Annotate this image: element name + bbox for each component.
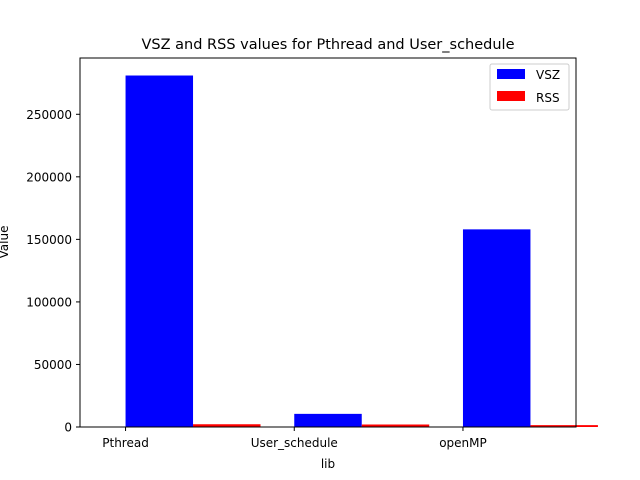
- bar-rss-openmp: [530, 425, 598, 427]
- x-tick-label: Pthread: [102, 436, 149, 450]
- bar-vsz-pthread: [125, 75, 194, 427]
- bar-rss-pthread: [193, 424, 261, 427]
- x-axis-label: lib: [321, 457, 335, 471]
- y-tick-label: 100000: [26, 295, 72, 309]
- y-axis: 0 50000 100000 150000 200000 250000: [26, 108, 80, 435]
- y-tick-label: 200000: [26, 170, 72, 184]
- x-axis: Pthread User_schedule openMP: [102, 427, 487, 450]
- legend-label-rss: RSS: [536, 91, 560, 105]
- legend-swatch-rss: [497, 91, 525, 101]
- bars-group: [125, 75, 598, 427]
- legend-swatch-vsz: [497, 69, 525, 79]
- plot-frame: [79, 57, 577, 428]
- x-tick-label: openMP: [439, 436, 487, 450]
- y-tick-label: 0: [64, 421, 72, 435]
- y-tick-label: 150000: [26, 233, 72, 247]
- y-axis-label: Value: [0, 226, 11, 259]
- x-tick-label: User_schedule: [251, 436, 338, 450]
- legend: VSZ RSS: [489, 63, 570, 111]
- chart-title: VSZ and RSS values for Pthread and User_…: [141, 37, 514, 53]
- bar-vsz-user_schedule: [294, 413, 362, 427]
- y-tick-label: 250000: [26, 108, 72, 122]
- bar-vsz-openmp: [462, 229, 531, 427]
- legend-label-vsz: VSZ: [536, 68, 560, 82]
- y-tick-label: 50000: [34, 358, 72, 372]
- bar-rss-user_schedule: [361, 424, 430, 427]
